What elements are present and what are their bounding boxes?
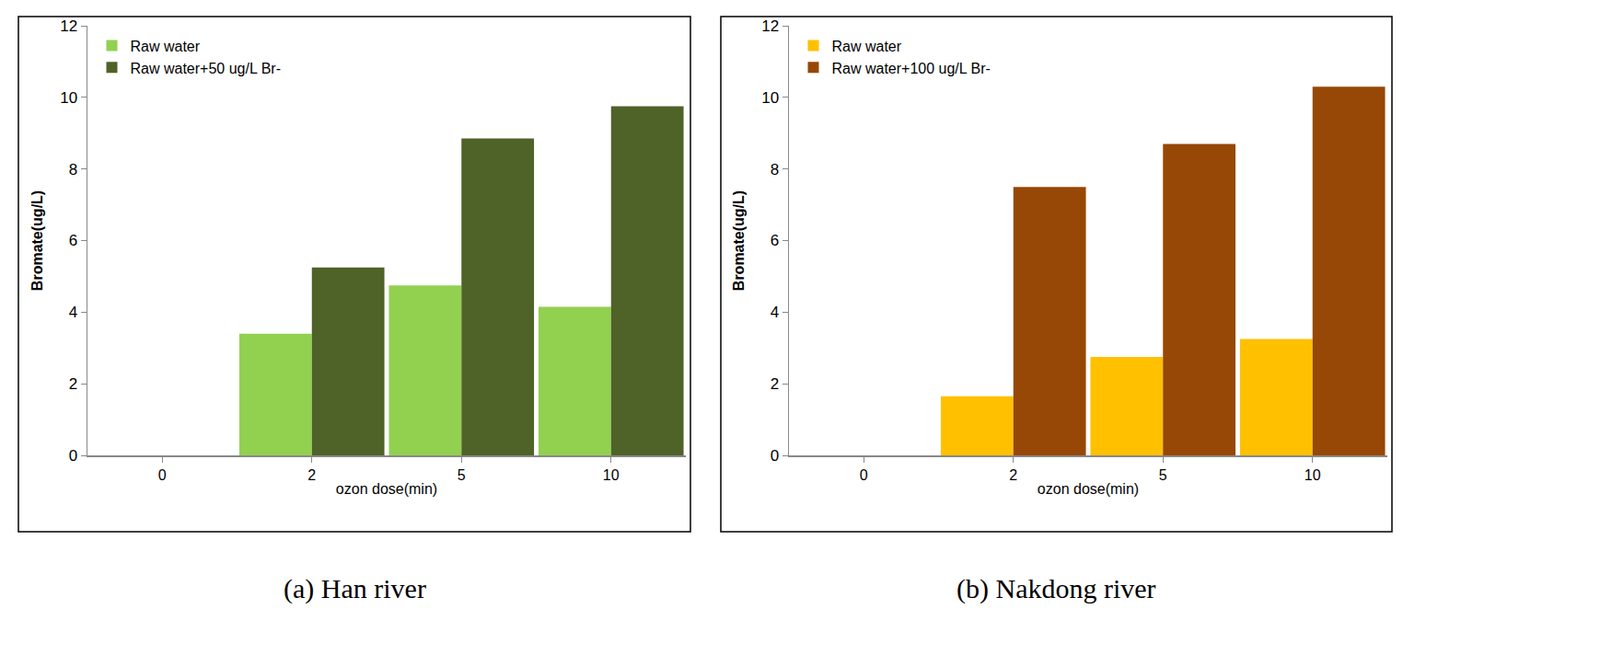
svg-text:0: 0 (69, 447, 78, 465)
svg-text:2: 2 (307, 467, 316, 484)
svg-text:4: 4 (69, 303, 78, 322)
svg-text:8: 8 (770, 161, 779, 179)
svg-text:0: 0 (770, 447, 779, 465)
svg-text:10: 10 (761, 89, 779, 107)
svg-text:ozon dose(min): ozon dose(min) (336, 481, 438, 498)
svg-text:(a) Han river: (a) Han river (283, 573, 427, 605)
svg-text:Raw water+50 ug/L Br-: Raw water+50 ug/L Br- (130, 60, 281, 77)
svg-text:2: 2 (1008, 467, 1018, 484)
svg-text:Raw water: Raw water (832, 38, 903, 55)
svg-text:Raw water: Raw water (130, 38, 201, 55)
svg-text:10: 10 (1304, 467, 1322, 484)
svg-text:12: 12 (761, 17, 779, 35)
svg-text:6: 6 (770, 231, 779, 250)
svg-text:12: 12 (59, 17, 78, 35)
svg-text:10: 10 (602, 467, 620, 484)
svg-text:(b) Nakdong river: (b) Nakdong river (956, 573, 1157, 605)
svg-text:Bromate(ug/L): Bromate(ug/L) (730, 190, 747, 291)
svg-text:Raw water+100 ug/L Br-: Raw water+100 ug/L Br- (832, 60, 991, 77)
svg-text:6: 6 (69, 231, 78, 250)
svg-text:0: 0 (859, 467, 869, 484)
svg-text:2: 2 (770, 375, 779, 394)
svg-text:10: 10 (59, 89, 78, 107)
svg-text:2: 2 (69, 375, 78, 394)
svg-text:Bromate(ug/L): Bromate(ug/L) (29, 190, 46, 291)
svg-text:5: 5 (1159, 467, 1168, 484)
svg-text:4: 4 (770, 303, 779, 322)
svg-text:8: 8 (69, 161, 78, 179)
svg-text:0: 0 (158, 467, 167, 484)
svg-text:ozon dose(min): ozon dose(min) (1037, 481, 1139, 498)
svg-text:5: 5 (457, 467, 466, 484)
